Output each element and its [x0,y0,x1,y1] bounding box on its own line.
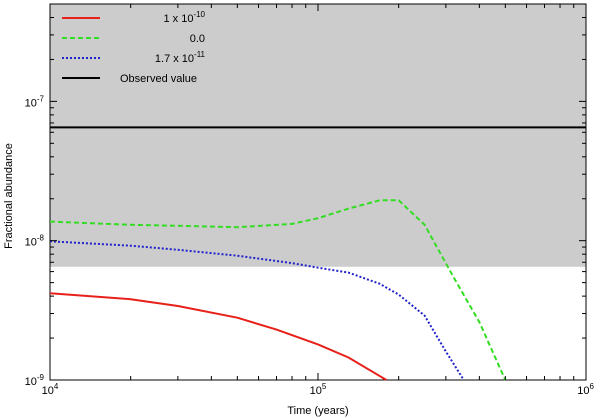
x-tick-label: 106 [577,382,594,397]
legend-label-3: Observed value [120,73,197,85]
x-tick-label: 105 [310,382,327,397]
legend: 1 x 10-10 0.0 1.7 x 10-11 Observed value [62,10,206,85]
x-tick-label: 104 [42,382,59,397]
y-axis-label: Fractional abundance [3,143,15,249]
series-line-0 [49,292,387,381]
ticks-layer: 104 105 106 10-9 10-8 10-7 [25,3,595,397]
x-axis-label: Time (years) [287,405,348,417]
legend-label-2: 1.7 x 10-11 [155,50,206,65]
y-tick-label: 10-9 [25,373,45,388]
y-tick-label: 10-8 [25,234,45,249]
legend-label-0: 1 x 10-10 [163,10,205,25]
legend-label-1: 0.0 [190,33,205,45]
series-line-1 [49,199,507,381]
shaded-band-layer [50,4,586,267]
series-line-2 [49,240,465,381]
observed-range-band [50,4,586,267]
y-tick-label: 10-7 [25,94,45,109]
series-layer [49,126,586,381]
